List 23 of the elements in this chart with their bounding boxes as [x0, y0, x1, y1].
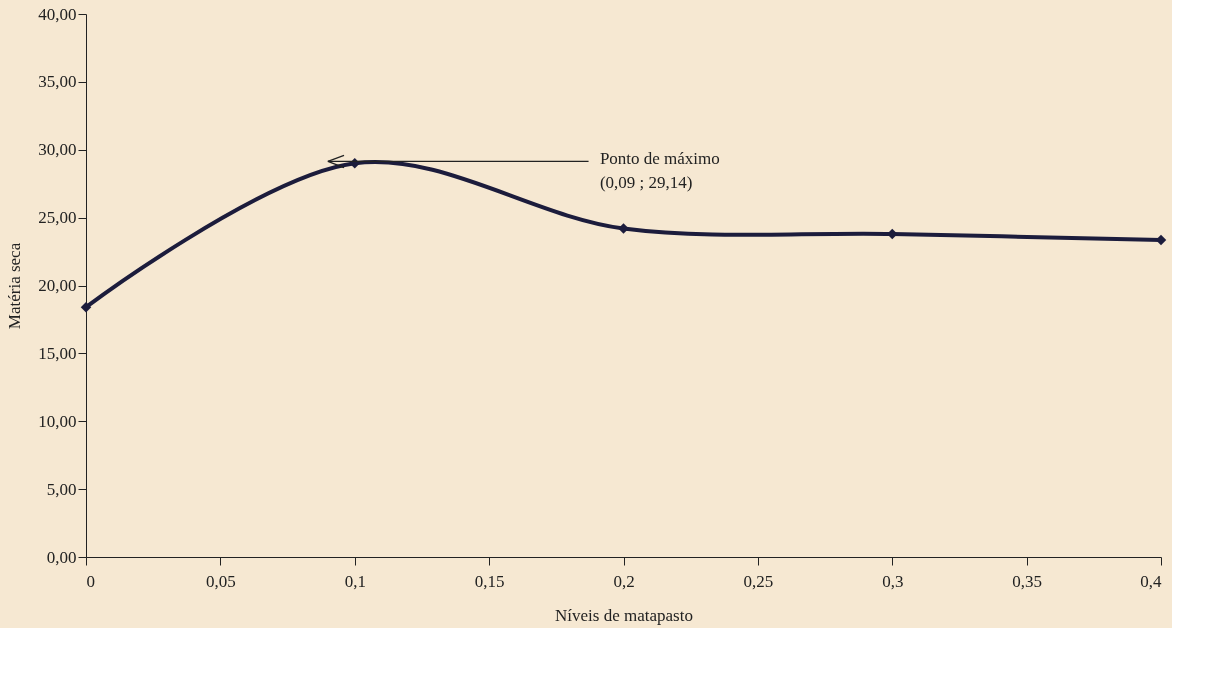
x-tick-label: 0 — [86, 571, 95, 591]
y-tick-label: 5,00 — [46, 479, 77, 499]
y-tick-label: 0,00 — [46, 547, 77, 567]
y-tick-label: 10,00 — [38, 411, 77, 431]
y-axis-title: Matéria seca — [5, 242, 25, 330]
x-axis-title: Níveis de matapasto — [555, 605, 693, 625]
x-tick-label: 0,3 — [882, 571, 904, 591]
y-tick-label: 30,00 — [38, 140, 77, 160]
point — [618, 223, 629, 234]
y-tick-label: 35,00 — [38, 72, 77, 92]
x-tick-label: 0,15 — [474, 571, 505, 591]
x-tick-label: 0,1 — [344, 571, 366, 591]
y-tick-label: 15,00 — [38, 343, 77, 363]
y-tick-label: 20,00 — [38, 276, 77, 295]
annotation: Ponto de máximo (0,09 ; 29,14) — [599, 149, 720, 193]
x-tick-label: 0,2 — [613, 571, 635, 591]
x-tick-label: 0,25 — [743, 571, 774, 591]
x-tick-label: 0,4 — [1140, 571, 1162, 591]
x-tick-label: 0,05 — [206, 571, 236, 591]
y-tick-label: 40,00 — [38, 4, 77, 24]
y-tick-label: 25,00 — [38, 208, 77, 228]
point — [80, 301, 92, 313]
x-tick-label: 0,35 — [1012, 571, 1042, 591]
